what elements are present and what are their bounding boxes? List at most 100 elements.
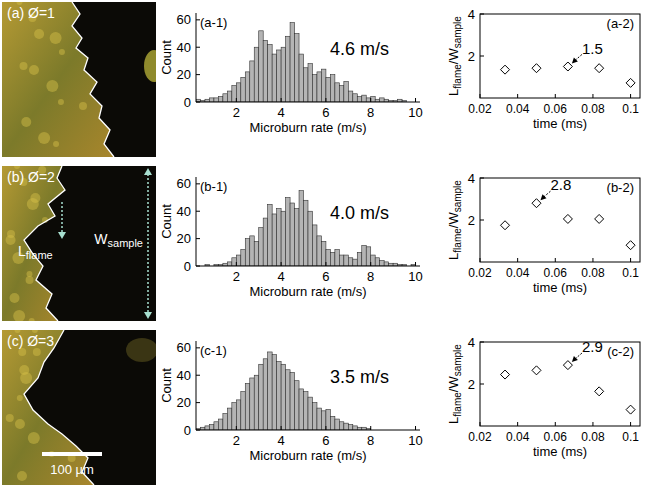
flame-speck [20, 372, 32, 384]
x-tick-label: 8 [367, 433, 374, 448]
y-tick-label: 60 [177, 176, 191, 191]
x-tick-label: 0.06 [544, 266, 568, 280]
subscript: sample [452, 344, 463, 377]
panel-label: (b-1) [200, 179, 227, 194]
histogram-bar [348, 425, 352, 430]
histogram-bar [335, 83, 339, 102]
histogram-bar [371, 97, 375, 102]
histogram-bar [241, 250, 245, 266]
x-tick [325, 426, 326, 430]
x-tick-label: 0.1 [622, 102, 639, 116]
flame-region [2, 2, 114, 157]
points [501, 361, 636, 415]
panel-label: (b) Ø=2 [7, 169, 55, 185]
x-tick [281, 426, 282, 430]
x-tick-label: 0.1 [622, 266, 639, 280]
x-tick [370, 98, 371, 102]
histogram-bar [254, 375, 258, 430]
histogram-bar [263, 218, 267, 266]
flame-speck [29, 318, 35, 321]
y-tick-label: 0 [184, 423, 191, 438]
subscript: flame [452, 64, 463, 89]
points [501, 62, 636, 87]
x-tick-label: 0.04 [506, 266, 530, 280]
bars [196, 352, 371, 430]
histogram-bar [384, 262, 388, 266]
x-tick-label: 2 [233, 105, 240, 120]
flame-speck [53, 141, 59, 147]
x-tick-label: 10 [408, 269, 422, 284]
histogram-bar [380, 98, 384, 102]
subscript: sample [108, 237, 143, 249]
data-point [532, 366, 541, 375]
text-part: /W [446, 48, 461, 65]
subscript: sample [452, 180, 463, 213]
scale-bar [42, 452, 102, 456]
text-part: /W [446, 212, 461, 229]
flame-speck [46, 80, 58, 92]
histogram-bar [330, 252, 334, 266]
histogram-bar [308, 397, 312, 430]
data-point [501, 65, 510, 74]
subscript: sample [452, 16, 463, 49]
panel-label: (a) Ø=1 [7, 5, 55, 21]
annotation: 2.9 [582, 338, 603, 355]
histogram-bar [227, 408, 231, 430]
panel-label: (c-2) [607, 344, 634, 359]
histogram-bar [272, 54, 276, 102]
histogram-bar [362, 95, 366, 102]
y-tick [196, 238, 200, 239]
annotation: 4.0 m/s [330, 203, 389, 223]
histogram-bar [295, 208, 299, 266]
y-tick-label: 2 [468, 377, 475, 392]
histogram-bar [366, 247, 370, 266]
y-tick [196, 211, 200, 212]
histogram-bar [357, 252, 361, 266]
y-axis-title: Count [159, 204, 174, 239]
histogram-bar [236, 83, 240, 102]
x-tick-label: 4 [278, 269, 285, 284]
x-tick-label: 10 [408, 433, 422, 448]
x-tick-label: 6 [322, 433, 329, 448]
x-tick [370, 262, 371, 266]
annotation: 4.6 m/s [330, 39, 389, 59]
x-tick-label: 2 [233, 433, 240, 448]
histogram-bar [339, 86, 343, 102]
y-tick-label: 40 [177, 368, 191, 383]
y-tick-label: 20 [177, 395, 191, 410]
histogram-bar [308, 64, 312, 102]
histogram-bar [344, 423, 348, 430]
y-axis-title: Lflame/Wsample [446, 180, 463, 260]
y-tick [480, 342, 484, 343]
x-tick [415, 262, 416, 266]
photo-background [2, 2, 156, 157]
x-tick [555, 422, 556, 426]
histogram-bar [232, 403, 236, 430]
panel-label: (b-2) [607, 180, 634, 195]
annotation: Wsample [94, 231, 143, 249]
histogram-bar [299, 389, 303, 430]
y-tick [196, 47, 200, 48]
histogram-bar [250, 236, 254, 266]
flame-speck [20, 62, 28, 70]
x-tick [480, 258, 481, 262]
flame-speck [79, 102, 87, 110]
y-axis [196, 341, 197, 430]
x-tick-label: 0.1 [622, 430, 639, 444]
histogram-bar [326, 250, 330, 266]
x-tick-label: 0.06 [544, 430, 568, 444]
arrowhead [144, 168, 152, 175]
x-tick-label: 0.08 [581, 266, 605, 280]
flame-speck [59, 49, 65, 55]
panel-label: (a-2) [607, 16, 634, 31]
histogram-bar [335, 250, 339, 266]
histogram-bar [218, 419, 222, 430]
y-axis-title: Lflame/Wsample [446, 344, 463, 424]
subscript: flame [452, 392, 463, 417]
flame-speck [17, 471, 27, 481]
y-tick [196, 375, 200, 376]
x-axis-title: Microburn rate (m/s) [249, 120, 366, 135]
y-tick-label: 4 [468, 335, 475, 350]
text-part: /W [446, 376, 461, 393]
x-tick-label: 2 [233, 269, 240, 284]
